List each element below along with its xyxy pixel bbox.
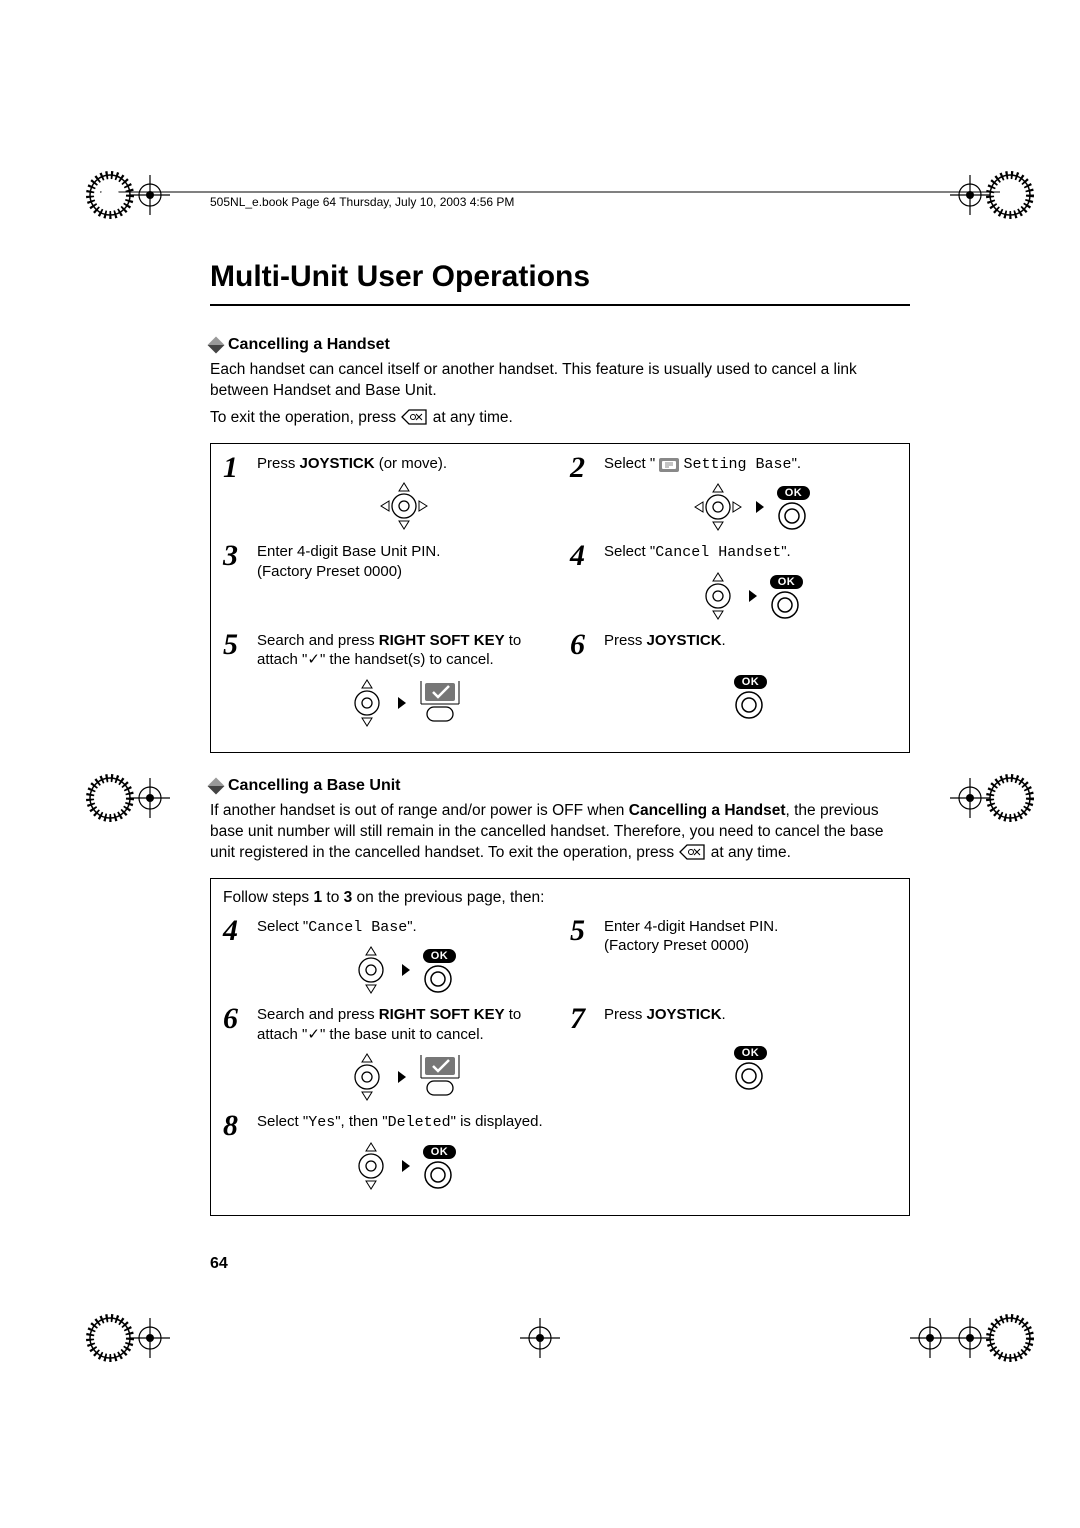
empty-col xyxy=(570,1112,897,1193)
arrow-right-icon xyxy=(401,1158,413,1174)
ok-pill: OK xyxy=(734,1046,768,1060)
section2-para: If another handset is out of range and/o… xyxy=(210,801,910,864)
step-5b: 5 Enter 4-digit Handset PIN. (Factory Pr… xyxy=(570,917,897,998)
ok-pill: OK xyxy=(770,575,804,589)
step-4b: 4 Select "Cancel Base". xyxy=(223,917,550,998)
step-4: 4 Select "Cancel Handset". xyxy=(570,542,897,623)
steps-box-2: Follow steps 1 to 3 on the previous page… xyxy=(210,878,910,1216)
ok-pill: OK xyxy=(423,1145,457,1159)
step-5: 5 Search and press RIGHT SOFT KEY to att… xyxy=(223,631,550,730)
arrow-right-icon xyxy=(397,1069,409,1085)
box2-intro: Follow steps 1 to 3 on the previous page… xyxy=(223,889,897,907)
joystick-updown-icon xyxy=(351,943,391,997)
step-1: 1 Press JOYSTICK (or move). xyxy=(223,454,550,535)
step-6b: 6 Search and press RIGHT SOFT KEY to att… xyxy=(223,1005,550,1104)
content-area: Multi-Unit User Operations Cancelling a … xyxy=(210,260,910,1240)
clear-key-icon xyxy=(400,408,428,426)
arrow-right-icon xyxy=(397,695,409,711)
page-title: Multi-Unit User Operations xyxy=(210,260,910,294)
joystick-all-icon xyxy=(377,479,431,533)
clear-key-icon xyxy=(678,843,706,861)
press-button-icon xyxy=(770,590,800,620)
subheading-text: Cancelling a Handset xyxy=(228,336,390,354)
arrow-right-icon xyxy=(748,588,760,604)
steps-box-1: 1 Press JOYSTICK (or move). xyxy=(210,443,910,753)
joystick-updown-icon xyxy=(347,1050,387,1104)
manual-page: 505NL_e.book Page 64 Thursday, July 10, … xyxy=(0,0,1080,1528)
joystick-all-icon xyxy=(691,480,745,534)
press-button-icon xyxy=(423,964,453,994)
soft-key-check-icon xyxy=(419,681,461,725)
settings-menu-icon xyxy=(659,458,679,472)
ok-pill: OK xyxy=(734,675,768,689)
step-7b: 7 Press JOYSTICK. OK xyxy=(570,1005,897,1104)
title-rule xyxy=(210,304,910,306)
step-8b: 8 Select "Yes", then "Deleted" is displa… xyxy=(223,1112,550,1193)
step-2: 2 Select " Setting Base". xyxy=(570,454,897,535)
book-header: 505NL_e.book Page 64 Thursday, July 10, … xyxy=(210,195,514,209)
subheading-text: Cancelling a Base Unit xyxy=(228,777,401,795)
joystick-updown-icon xyxy=(351,1139,391,1193)
subheading-cancel-handset: Cancelling a Handset xyxy=(210,336,910,354)
press-button-icon xyxy=(734,690,764,720)
section1-para1: Each handset can cancel itself or anothe… xyxy=(210,360,910,402)
page-number: 64 xyxy=(210,1255,228,1273)
diamond-bullet-icon xyxy=(208,337,225,354)
soft-key-check-icon xyxy=(419,1055,461,1099)
subheading-cancel-base: Cancelling a Base Unit xyxy=(210,777,910,795)
section1-para2: To exit the operation, press at any time… xyxy=(210,408,910,429)
arrow-right-icon xyxy=(401,962,413,978)
ok-pill: OK xyxy=(777,486,811,500)
press-button-icon xyxy=(777,501,807,531)
arrow-right-icon xyxy=(755,499,767,515)
step-3: 3 Enter 4-digit Base Unit PIN. (Factory … xyxy=(223,542,550,623)
press-button-icon xyxy=(734,1061,764,1091)
ok-pill: OK xyxy=(423,949,457,963)
press-button-icon xyxy=(423,1160,453,1190)
joystick-updown-icon xyxy=(347,676,387,730)
joystick-updown-icon xyxy=(698,569,738,623)
diamond-bullet-icon xyxy=(208,777,225,794)
step-6: 6 Press JOYSTICK. OK xyxy=(570,631,897,730)
